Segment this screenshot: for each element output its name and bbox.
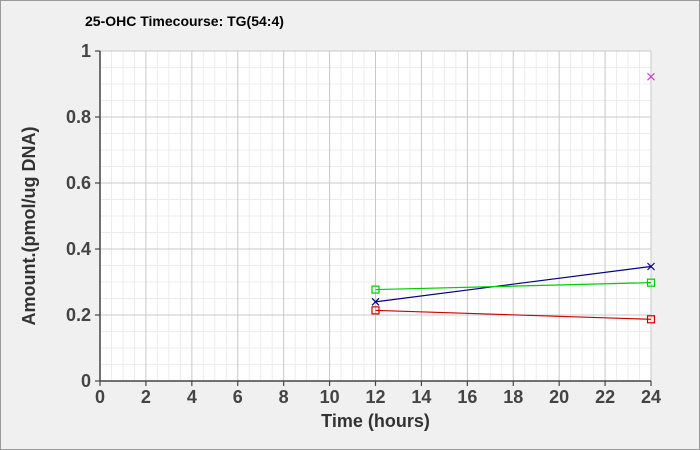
data-point-marker xyxy=(371,297,380,306)
series-line xyxy=(375,282,652,291)
x-tick-label: 10 xyxy=(320,387,340,407)
x-tick-label: 20 xyxy=(549,387,569,407)
y-tick-label: 0.2 xyxy=(66,305,91,325)
y-axis-label: Amount.(pmol/ug DNA) xyxy=(19,127,39,326)
x-tick-label: 12 xyxy=(365,387,385,407)
chart-title: 25-OHC Timecourse: TG(54:4) xyxy=(85,13,284,29)
x-tick-label: 24 xyxy=(641,387,661,407)
y-tick-label: 0 xyxy=(81,371,91,391)
x-axis-label: Time (hours) xyxy=(321,411,430,431)
y-tick-label: 0.8 xyxy=(66,107,91,127)
x-tick-label: 8 xyxy=(279,387,289,407)
series-line xyxy=(375,265,652,303)
data-point-marker xyxy=(647,72,655,81)
y-tick-label: 1 xyxy=(81,41,91,61)
x-tick-label: 0 xyxy=(95,387,105,407)
data-point-marker xyxy=(646,278,656,287)
x-tick-label: 4 xyxy=(187,387,197,407)
data-point-marker xyxy=(646,315,656,324)
y-tick-label: 0.6 xyxy=(66,173,91,193)
x-tick-label: 22 xyxy=(595,387,615,407)
data-point-marker xyxy=(647,262,655,271)
data-point-marker xyxy=(371,306,380,315)
y-tick-label: 0.4 xyxy=(66,239,91,259)
y-tick-labels: 0 0.2 0.4 0.6 0.8 1 xyxy=(66,41,100,391)
series-2 xyxy=(371,278,656,294)
x-tick-label: 14 xyxy=(411,387,431,407)
series-line xyxy=(375,309,652,320)
series-1 xyxy=(371,262,655,306)
data-point-marker xyxy=(371,285,380,294)
series-group xyxy=(371,72,656,324)
series-4 xyxy=(647,72,655,81)
series-3 xyxy=(371,306,656,324)
x-tick-label: 16 xyxy=(457,387,477,407)
x-tick-labels: 0 2 4 6 8 10 12 14 16 18 20 22 24 xyxy=(95,381,661,407)
x-tick-label: 18 xyxy=(503,387,523,407)
x-tick-label: 6 xyxy=(233,387,243,407)
x-tick-label: 2 xyxy=(141,387,151,407)
